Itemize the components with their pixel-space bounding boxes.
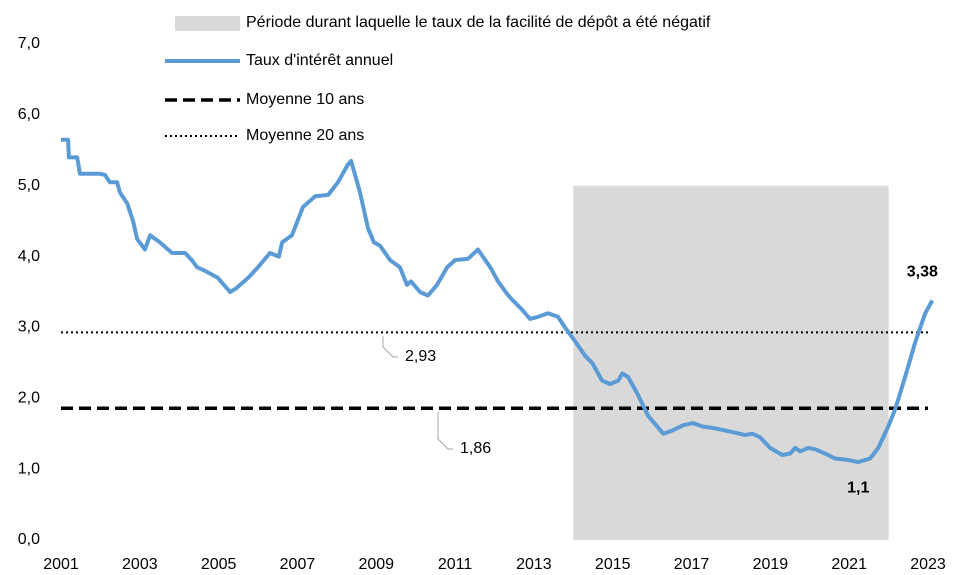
y-tick-label: 0,0 bbox=[18, 531, 40, 548]
legend-label: Période durant laquelle le taux de la fa… bbox=[246, 14, 711, 31]
x-tick-label: 2009 bbox=[358, 556, 394, 573]
x-tick-label: 2013 bbox=[516, 556, 552, 573]
x-tick-label: 2005 bbox=[201, 556, 237, 573]
y-tick-label: 4,0 bbox=[18, 248, 40, 265]
x-tick-label: 2017 bbox=[674, 556, 710, 573]
x-tick-label: 2001 bbox=[43, 556, 79, 573]
x-tick-label: 2023 bbox=[910, 556, 946, 573]
y-tick-label: 2,0 bbox=[18, 390, 40, 407]
legend-label: Moyenne 20 ans bbox=[246, 127, 364, 144]
x-tick-label: 2019 bbox=[753, 556, 789, 573]
y-tick-label: 3,0 bbox=[18, 319, 40, 336]
legend-label: Taux d'intérêt annuel bbox=[246, 52, 393, 69]
y-tick-label: 5,0 bbox=[18, 177, 40, 194]
x-tick-label: 2011 bbox=[438, 556, 473, 573]
x-tick-label: 2003 bbox=[122, 556, 158, 573]
y-tick-label: 1,0 bbox=[18, 460, 40, 477]
y-tick-label: 7,0 bbox=[18, 35, 40, 52]
data-label: 3,38 bbox=[907, 264, 938, 281]
legend-swatch bbox=[175, 16, 240, 31]
data-label: 1,1 bbox=[847, 479, 869, 496]
reference-label: 2,93 bbox=[405, 348, 436, 365]
callout-leader bbox=[437, 412, 453, 450]
shaded-region bbox=[573, 185, 889, 540]
x-tick-label: 2007 bbox=[280, 556, 316, 573]
line-series bbox=[61, 137, 935, 465]
x-tick-label: 2015 bbox=[595, 556, 631, 573]
reference-label: 1,86 bbox=[460, 440, 491, 457]
legend-label: Moyenne 10 ans bbox=[246, 91, 364, 108]
x-tick-label: 2021 bbox=[831, 556, 867, 573]
y-tick-label: 6,0 bbox=[18, 106, 40, 123]
callout-leader bbox=[382, 336, 398, 358]
